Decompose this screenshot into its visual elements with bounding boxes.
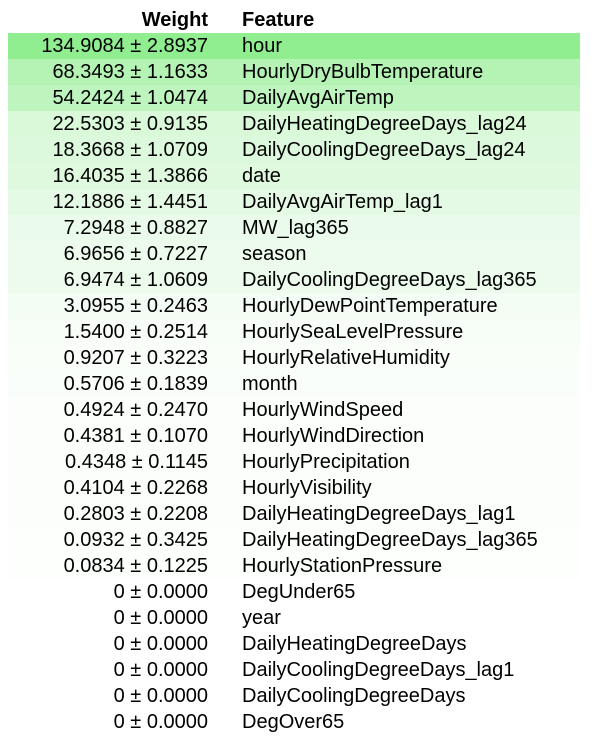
feature-cell: HourlyPrecipitation <box>242 451 410 473</box>
weight-cell: 68.3493 ± 1.1633 <box>52 61 208 83</box>
table-row: 16.4035 ± 1.3866 date <box>8 163 580 189</box>
table-row: 0.4924 ± 0.2470 HourlyWindSpeed <box>8 397 580 423</box>
weight-cell: 0 ± 0.0000 <box>113 633 208 655</box>
feature-cell: DailyHeatingDegreeDays <box>242 633 467 655</box>
weight-cell: 1.5400 ± 0.2514 <box>63 321 208 343</box>
table-row: 0 ± 0.0000 DailyCoolingDegreeDays <box>8 683 580 709</box>
table-row: 6.9474 ± 1.0609 DailyCoolingDegreeDays_la… <box>8 267 580 293</box>
feature-cell: DegUnder65 <box>242 581 356 603</box>
feature-cell: DailyHeatingDegreeDays_lag24 <box>242 113 527 135</box>
weight-cell: 0.5706 ± 0.1839 <box>63 373 208 395</box>
table-row: 0.9207 ± 0.3223 HourlyRelativeHumidity <box>8 345 580 371</box>
table-row: 0.4104 ± 0.2268 HourlyVisibility <box>8 475 580 501</box>
table-row: 0 ± 0.0000 year <box>8 605 580 631</box>
feature-cell: DailyCoolingDegreeDays <box>242 685 466 707</box>
weight-cell: 0 ± 0.0000 <box>113 659 208 681</box>
weight-cell: 6.9656 ± 0.7227 <box>63 243 208 265</box>
table-row: 6.9656 ± 0.7227 season <box>8 241 580 267</box>
table-row: 54.2424 ± 1.0474 DailyAvgAirTemp <box>8 85 580 111</box>
weight-cell: 3.0955 ± 0.2463 <box>63 295 208 317</box>
feature-cell: DailyCoolingDegreeDays_lag365 <box>242 269 537 291</box>
weight-cell: 0.4381 ± 0.1070 <box>63 425 208 447</box>
feature-cell: HourlyWindSpeed <box>242 399 404 421</box>
table-row: 0 ± 0.0000 DegOver65 <box>8 709 580 735</box>
feature-cell: season <box>242 243 307 265</box>
table-row: 3.0955 ± 0.2463 HourlyDewPointTemperature <box>8 293 580 319</box>
table-row: 0.4348 ± 0.1145 HourlyPrecipitation <box>8 449 580 475</box>
weight-cell: 0 ± 0.0000 <box>113 581 208 603</box>
weight-cell: 0.0834 ± 0.1225 <box>63 555 208 577</box>
weight-cell: 6.9474 ± 1.0609 <box>63 269 208 291</box>
table-row: 1.5400 ± 0.2514 HourlySeaLevelPressure <box>8 319 580 345</box>
header-row: Weight Feature <box>8 8 580 33</box>
feature-weights-table: Weight Feature 134.9084 ± 2.8937 hour 68.3… <box>8 8 580 735</box>
table-row: 22.5303 ± 0.9135 DailyHeatingDegreeDays_l… <box>8 111 580 137</box>
weight-cell: 0.4104 ± 0.2268 <box>63 477 208 499</box>
table-row: 0 ± 0.0000 DegUnder65 <box>8 579 580 605</box>
weight-cell: 22.5303 ± 0.9135 <box>52 113 208 135</box>
table-row: 12.1886 ± 1.4451 DailyAvgAirTemp_lag1 <box>8 189 580 215</box>
weight-cell: 0.9207 ± 0.3223 <box>63 347 208 369</box>
weight-cell: 0.4348 ± 0.1145 <box>65 451 208 473</box>
table-row: 0 ± 0.0000 DailyCoolingDegreeDays_lag1 <box>8 657 580 683</box>
feature-cell: DailyCoolingDegreeDays_lag24 <box>242 139 526 161</box>
table-row: 0.0834 ± 0.1225 HourlyStationPressure <box>8 553 580 579</box>
weight-cell: 0 ± 0.0000 <box>113 685 208 707</box>
weight-column-header: Weight <box>141 9 208 31</box>
feature-cell: DailyHeatingDegreeDays_lag1 <box>242 503 516 525</box>
weight-cell: 18.3668 ± 1.0709 <box>52 139 208 161</box>
table-row: 18.3668 ± 1.0709 DailyCoolingDegreeDays_l… <box>8 137 580 163</box>
weight-cell: 0 ± 0.0000 <box>113 711 208 733</box>
table-row: 0.0932 ± 0.3425 DailyHeatingDegreeDays_la… <box>8 527 580 553</box>
feature-cell: date <box>242 165 281 187</box>
feature-cell: DailyAvgAirTemp_lag1 <box>242 191 443 213</box>
feature-cell: year <box>242 607 281 629</box>
weight-cell: 0.2803 ± 0.2208 <box>63 503 208 525</box>
feature-cell: HourlySeaLevelPressure <box>242 321 464 343</box>
feature-cell: DailyHeatingDegreeDays_lag365 <box>242 529 538 551</box>
table-row: 134.9084 ± 2.8937 hour <box>8 33 580 59</box>
feature-cell: HourlyDewPointTemperature <box>242 295 498 317</box>
table-header: Weight Feature <box>8 8 580 33</box>
feature-cell: HourlyWindDirection <box>242 425 425 447</box>
feature-cell: HourlyVisibility <box>242 477 372 499</box>
table-body: 134.9084 ± 2.8937 hour 68.3493 ± 1.1633 Hou… <box>8 33 580 735</box>
weight-cell: 16.4035 ± 1.3866 <box>52 165 208 187</box>
feature-cell: hour <box>242 35 283 57</box>
table-row: 7.2948 ± 0.8827 MW_lag365 <box>8 215 580 241</box>
feature-cell: MW_lag365 <box>242 217 349 239</box>
table-row: 0 ± 0.0000 DailyHeatingDegreeDays <box>8 631 580 657</box>
weight-cell: 0.0932 ± 0.3425 <box>63 529 208 551</box>
feature-cell: HourlyDryBulbTemperature <box>242 61 484 83</box>
feature-cell: DailyAvgAirTemp <box>242 87 394 109</box>
feature-cell: HourlyStationPressure <box>242 555 443 577</box>
table-row: 0.2803 ± 0.2208 DailyHeatingDegreeDays_la… <box>8 501 580 527</box>
feature-cell: DegOver65 <box>242 711 345 733</box>
weight-cell: 54.2424 ± 1.0474 <box>52 87 208 109</box>
table-row: 0.4381 ± 0.1070 HourlyWindDirection <box>8 423 580 449</box>
feature-cell: HourlyRelativeHumidity <box>242 347 450 369</box>
weight-cell: 7.2948 ± 0.8827 <box>63 217 208 239</box>
weight-cell: 134.9084 ± 2.8937 <box>41 35 208 57</box>
feature-cell: month <box>242 373 298 395</box>
weight-cell: 0.4924 ± 0.2470 <box>63 399 208 421</box>
table-row: 68.3493 ± 1.1633 HourlyDryBulbTemperature <box>8 59 580 85</box>
feature-cell: DailyCoolingDegreeDays_lag1 <box>242 659 515 681</box>
feature-column-header: Feature <box>242 9 315 31</box>
weight-cell: 12.1886 ± 1.4451 <box>52 191 208 213</box>
table-row: 0.5706 ± 0.1839 month <box>8 371 580 397</box>
weight-cell: 0 ± 0.0000 <box>113 607 208 629</box>
